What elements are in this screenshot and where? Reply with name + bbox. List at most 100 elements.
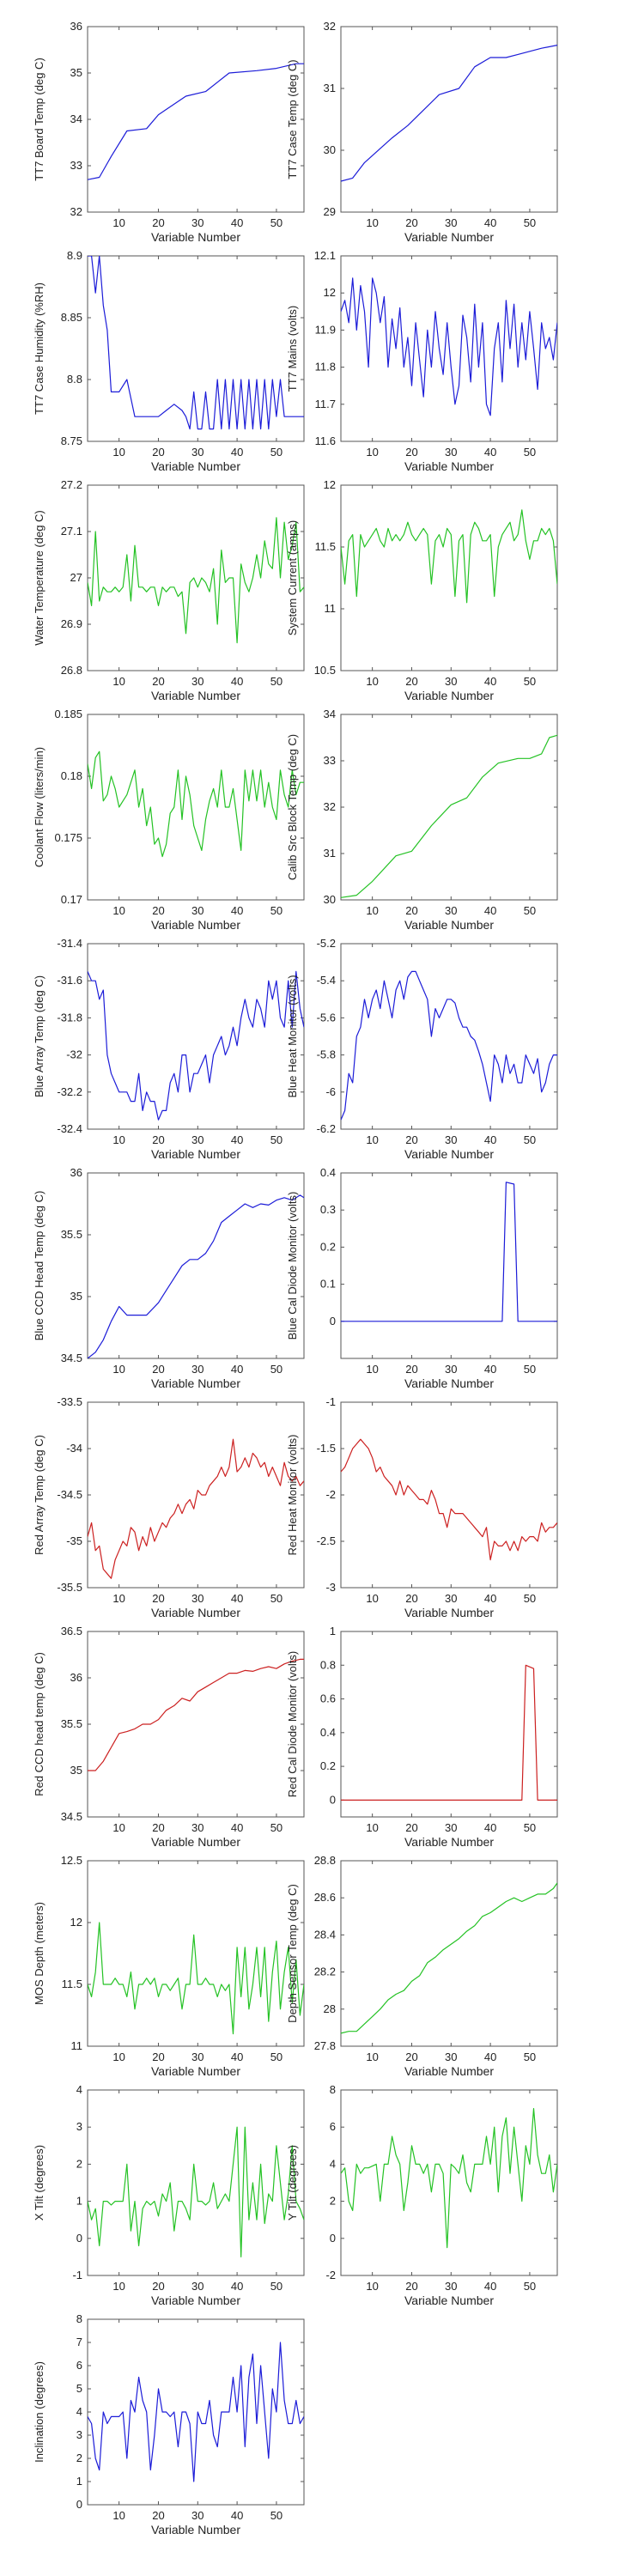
y-tick-label: 0.2 xyxy=(320,1240,336,1253)
x-tick-label: 50 xyxy=(270,1133,283,1146)
x-tick-label: 30 xyxy=(445,1592,457,1605)
y-tick-label: 8.9 xyxy=(67,249,82,262)
y-tick-label: 11.9 xyxy=(315,323,336,336)
x-tick-label: 10 xyxy=(112,675,125,688)
y-tick-label: 4 xyxy=(76,2405,82,2418)
x-tick-label: 20 xyxy=(152,904,164,917)
x-axis-label: Variable Number xyxy=(151,1835,240,1849)
y-axis-label: TT7 Board Temp (deg C) xyxy=(33,58,46,181)
chart-19: -1 0 1 2 3 4 10 20 30 40 50 Variable Number X Tilt (… xyxy=(33,2083,305,2307)
x-tick-label: 50 xyxy=(524,446,536,459)
x-tick-label: 20 xyxy=(405,1592,417,1605)
y-tick-label: -6 xyxy=(325,1085,336,1098)
x-tick-label: 50 xyxy=(524,904,536,917)
x-tick-label: 30 xyxy=(445,1363,457,1376)
x-tick-label: 50 xyxy=(524,1133,536,1146)
x-axis-label: Variable Number xyxy=(404,2293,494,2307)
y-tick-label: 27.8 xyxy=(314,2039,336,2052)
chart-5: 26.8 26.9 27 27.1 27.2 10 20 30 40 50 Variable Num… xyxy=(33,478,305,702)
y-tick-label: -1 xyxy=(72,2269,82,2281)
y-axis-label: MOS Depth (meters) xyxy=(33,1902,46,2005)
y-tick-label: 6 xyxy=(76,2359,82,2372)
y-tick-label: -5.2 xyxy=(317,937,336,950)
x-tick-label: 30 xyxy=(191,1133,204,1146)
y-tick-label: 0.3 xyxy=(320,1203,336,1216)
x-tick-label: 20 xyxy=(152,2050,164,2063)
y-tick-label: 0.8 xyxy=(320,1658,336,1671)
x-tick-label: 40 xyxy=(231,2509,243,2522)
y-tick-label: 27.2 xyxy=(61,478,82,491)
plot-frame xyxy=(340,1860,558,2047)
y-tick-label: 0 xyxy=(330,2232,336,2245)
x-tick-label: 10 xyxy=(112,2050,125,2063)
x-tick-label: 30 xyxy=(191,2050,204,2063)
x-tick-label: 10 xyxy=(112,446,125,459)
series-line xyxy=(88,2126,304,2257)
y-tick-label: 35.5 xyxy=(61,1228,82,1241)
chart-6: 10.5 11 11.5 12 10 20 30 40 50 Variable Number Sys… xyxy=(286,478,558,702)
y-tick-label: 34.5 xyxy=(61,1352,82,1364)
plot-frame xyxy=(340,1172,558,1359)
x-tick-label: 10 xyxy=(366,216,378,229)
y-tick-label: 12 xyxy=(324,478,336,491)
plot-frame xyxy=(87,714,305,901)
x-tick-label: 50 xyxy=(270,2280,283,2293)
x-tick-label: 40 xyxy=(484,675,496,688)
y-tick-label: 35 xyxy=(70,1290,82,1303)
x-axis-label: Variable Number xyxy=(404,1376,494,1390)
x-tick-label: 30 xyxy=(191,904,204,917)
y-tick-label: 1 xyxy=(330,1625,336,1637)
x-tick-label: 40 xyxy=(231,1133,243,1146)
x-tick-label: 20 xyxy=(152,1133,164,1146)
chart-4: 11.6 11.7 11.8 11.9 12 12.1 10 20 30 40 50 Variable… xyxy=(286,249,558,473)
chart-2: 29 30 31 32 10 20 30 40 50 Variable Number TT7 Cas… xyxy=(286,20,558,244)
x-tick-label: 50 xyxy=(524,675,536,688)
x-tick-label: 50 xyxy=(270,2050,283,2063)
x-axis-label: Variable Number xyxy=(404,918,494,932)
x-tick-label: 20 xyxy=(405,675,417,688)
plot-frame xyxy=(340,1631,558,1818)
x-axis-label: Variable Number xyxy=(151,1147,240,1161)
y-tick-label: 2 xyxy=(76,2157,82,2170)
x-tick-label: 40 xyxy=(231,216,243,229)
x-tick-label: 10 xyxy=(366,1133,378,1146)
series-line xyxy=(88,63,304,180)
y-tick-label: 31 xyxy=(324,847,336,860)
y-tick-label: 32 xyxy=(70,205,82,218)
y-tick-label: 2 xyxy=(76,2451,82,2464)
y-tick-label: 0.1 xyxy=(320,1278,336,1291)
y-axis-label: Y Tilt (degrees) xyxy=(286,2145,299,2221)
y-tick-label: 10.5 xyxy=(314,664,336,677)
y-tick-label: 34 xyxy=(70,112,82,125)
x-tick-label: 10 xyxy=(366,2280,378,2293)
y-axis-label: X Tilt (degrees) xyxy=(33,2145,46,2221)
x-tick-label: 10 xyxy=(112,1363,125,1376)
x-axis-label: Variable Number xyxy=(151,1376,240,1390)
series-line xyxy=(88,1438,304,1579)
y-axis-label: Depth Sensor Temp (deg C) xyxy=(286,1884,299,2023)
y-tick-label: 28.6 xyxy=(314,1891,336,1904)
y-tick-label: -35 xyxy=(66,1534,82,1547)
y-tick-label: -5.8 xyxy=(317,1048,336,1061)
chart-15: 34.5 35 35.5 36 36.5 10 20 30 40 50 Variable Numbe… xyxy=(33,1625,305,1849)
y-tick-label: 30 xyxy=(324,893,336,906)
y-tick-label: 12 xyxy=(324,286,336,299)
y-tick-label: 28.4 xyxy=(314,1928,336,1941)
y-tick-label: 8.85 xyxy=(61,311,82,324)
x-tick-label: 40 xyxy=(484,1133,496,1146)
series-line xyxy=(88,750,304,858)
x-tick-label: 20 xyxy=(405,1133,417,1146)
x-axis-label: Variable Number xyxy=(151,689,240,702)
y-tick-label: 27 xyxy=(70,571,82,584)
x-tick-label: 50 xyxy=(270,216,283,229)
series-line xyxy=(88,256,304,430)
x-tick-label: 40 xyxy=(484,904,496,917)
plot-frame xyxy=(87,2318,305,2506)
y-tick-label: -2 xyxy=(325,1488,336,1501)
chart-10: -6.2 -6 -5.8 -5.6 -5.4 -5.2 10 20 30 40 50 Variable… xyxy=(286,937,558,1161)
series-line xyxy=(341,1882,557,2034)
series-line xyxy=(341,1438,557,1561)
y-tick-label: 8.8 xyxy=(67,373,82,386)
chart-17: 11 11.5 12 12.5 10 20 30 40 50 Variable Number MOS… xyxy=(33,1854,305,2078)
y-tick-label: 2 xyxy=(330,2195,336,2208)
